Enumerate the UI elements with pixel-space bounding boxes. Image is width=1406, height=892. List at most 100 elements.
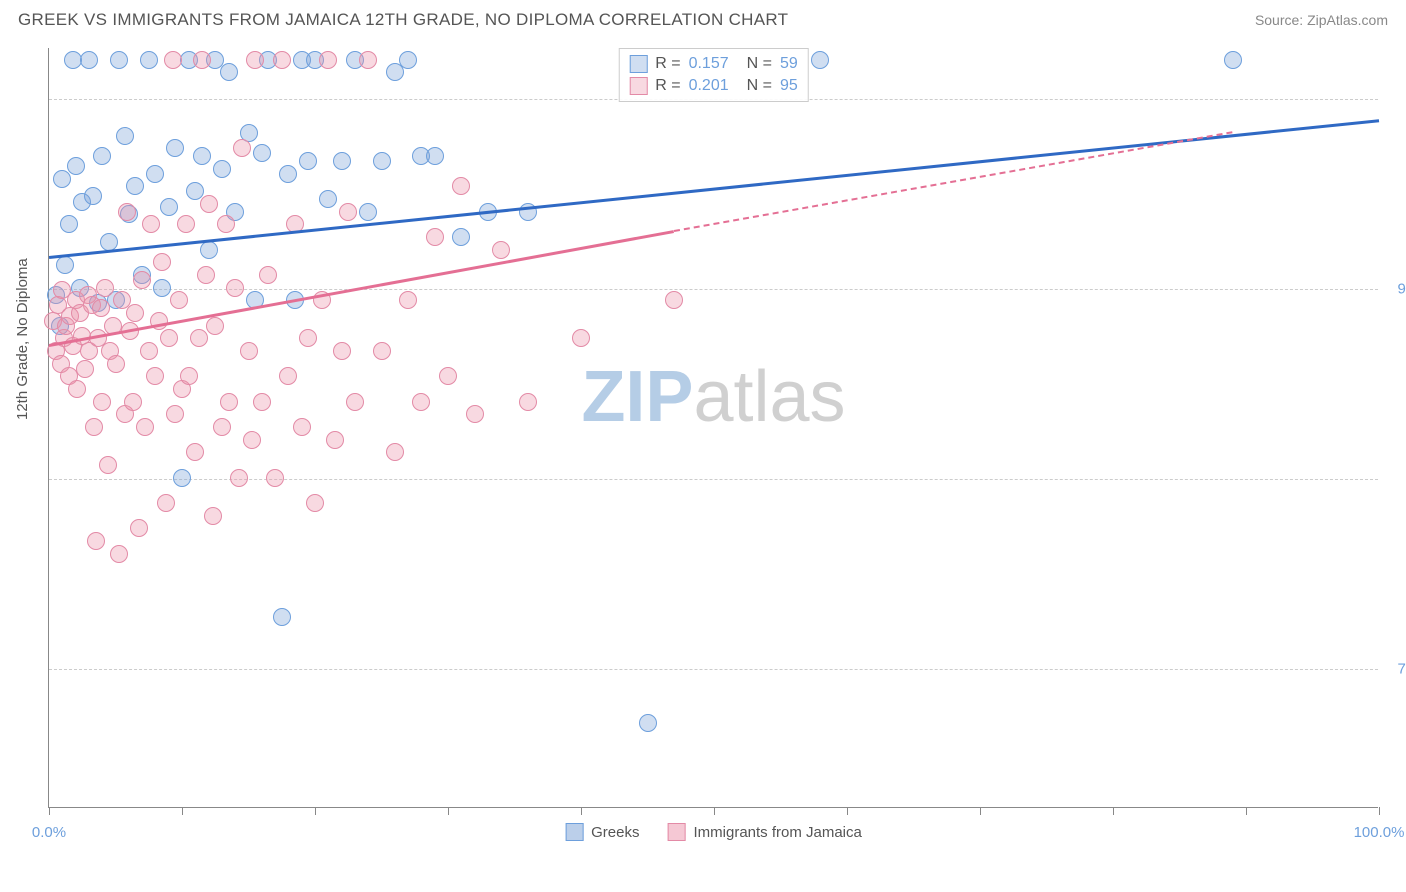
data-point [93,393,111,411]
data-point [180,367,198,385]
data-point [166,405,184,423]
data-point [118,203,136,221]
data-point [333,342,351,360]
gridline [49,669,1378,670]
data-point [146,165,164,183]
data-point [99,456,117,474]
data-point [153,253,171,271]
gridline [49,479,1378,480]
data-point [293,418,311,436]
data-point [359,203,377,221]
data-point [399,51,417,69]
x-tick [1246,807,1247,815]
data-point [204,507,222,525]
data-point [193,51,211,69]
data-point [346,393,364,411]
data-point [200,241,218,259]
chart-plot-area: ZIPatlas 77.5%92.5%0.0%100.0%R =0.157N =… [48,48,1378,808]
data-point [243,431,261,449]
data-point [107,355,125,373]
data-point [126,177,144,195]
data-point [226,279,244,297]
data-point [299,329,317,347]
data-point [190,329,208,347]
data-point [359,51,377,69]
data-point [319,51,337,69]
data-point [146,367,164,385]
data-point [665,291,683,309]
data-point [492,241,510,259]
x-tick [448,807,449,815]
data-point [136,418,154,436]
data-point [240,342,258,360]
x-tick [49,807,50,815]
data-point [160,329,178,347]
series-legend: Greeks Immigrants from Jamaica [565,823,862,841]
data-point [110,545,128,563]
data-point [197,266,215,284]
data-point [60,215,78,233]
data-point [306,494,324,512]
data-point [80,51,98,69]
data-point [386,443,404,461]
data-point [519,393,537,411]
data-point [56,256,74,274]
r-value: 0.201 [689,77,729,95]
data-point [452,177,470,195]
x-tick-label: 0.0% [32,824,66,841]
regression-line [674,132,1233,233]
data-point [170,291,188,309]
data-point [126,304,144,322]
data-point [230,469,248,487]
data-point [140,342,158,360]
legend-swatch [629,77,647,95]
gridline [49,289,1378,290]
data-point [273,608,291,626]
data-point [326,431,344,449]
data-point [213,418,231,436]
n-label: N = [747,77,772,95]
data-point [166,139,184,157]
data-point [412,393,430,411]
data-point [333,152,351,170]
n-value: 95 [780,77,798,95]
data-point [130,519,148,537]
data-point [220,63,238,81]
data-point [67,157,85,175]
data-point [439,367,457,385]
data-point [164,51,182,69]
data-point [466,405,484,423]
data-point [452,228,470,246]
data-point [233,139,251,157]
watermark-left: ZIP [581,357,693,437]
data-point [153,279,171,297]
watermark: ZIPatlas [581,356,845,438]
data-point [1224,51,1242,69]
data-point [279,367,297,385]
data-point [426,228,444,246]
r-value: 0.157 [689,55,729,73]
data-point [133,271,151,289]
data-point [140,51,158,69]
data-point [373,342,391,360]
legend-item: Immigrants from Jamaica [667,823,861,841]
legend-label: Immigrants from Jamaica [693,824,861,841]
data-point [96,279,114,297]
chart-title: GREEK VS IMMIGRANTS FROM JAMAICA 12TH GR… [18,10,788,30]
data-point [253,144,271,162]
data-point [426,147,444,165]
title-bar: GREEK VS IMMIGRANTS FROM JAMAICA 12TH GR… [0,0,1406,36]
y-tick-label: 77.5% [1382,660,1406,677]
data-point [639,714,657,732]
x-tick [1113,807,1114,815]
y-tick-label: 92.5% [1382,280,1406,297]
legend-item: Greeks [565,823,639,841]
legend-swatch [565,823,583,841]
data-point [266,469,284,487]
n-value: 59 [780,55,798,73]
data-point [142,215,160,233]
data-point [157,494,175,512]
x-tick [581,807,582,815]
data-point [213,160,231,178]
legend-swatch [629,55,647,73]
